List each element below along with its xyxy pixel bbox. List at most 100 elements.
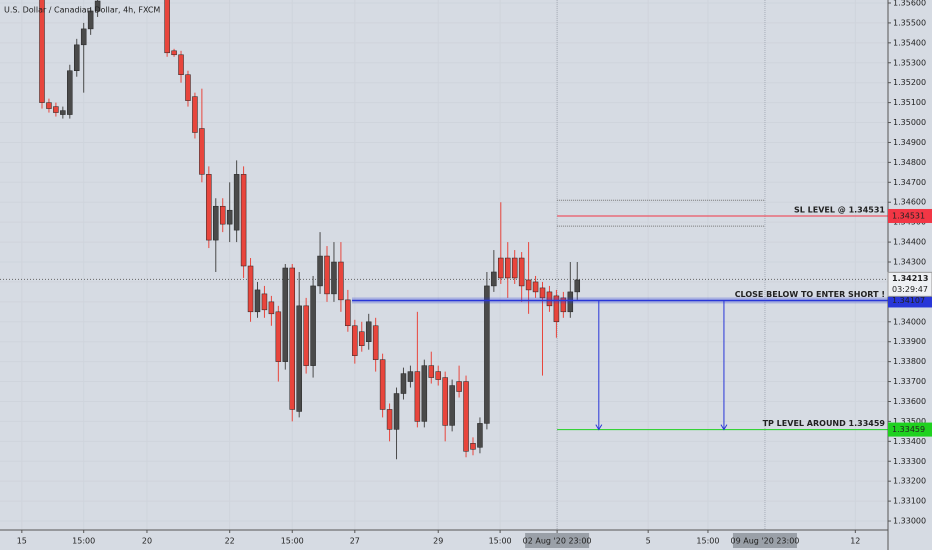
y-tick-label: 1.34300 <box>893 258 926 267</box>
x-tick-label: 15:00 <box>489 537 512 546</box>
candle-body <box>310 285 316 366</box>
candle-body <box>359 331 365 346</box>
x-tick-label: 12 <box>850 537 860 546</box>
y-tick-label: 1.34800 <box>893 158 926 167</box>
candle-body <box>532 281 539 293</box>
candle-body <box>498 257 504 279</box>
level-label: TP LEVEL AROUND 1.33459 <box>763 419 886 428</box>
candle-body <box>553 295 560 323</box>
candle-body <box>560 297 567 313</box>
candle-body <box>73 44 80 71</box>
candle-body <box>567 291 574 313</box>
candle-body <box>400 373 407 394</box>
x-tick-label: 29 <box>433 537 443 546</box>
candle-body <box>67 70 73 115</box>
candle-body <box>393 393 400 430</box>
candle-body <box>463 381 469 452</box>
candle-body <box>317 255 323 287</box>
candle-body <box>428 365 435 378</box>
price-label: 1.33459 <box>892 425 925 434</box>
candle-body <box>338 261 344 301</box>
candle-body <box>164 0 170 54</box>
x-tick-label: 15:00 <box>72 537 95 546</box>
y-tick-label: 1.35200 <box>893 78 926 87</box>
candle-body <box>525 279 532 291</box>
candle-body <box>199 128 205 175</box>
candle-body <box>546 291 553 307</box>
candle-body <box>539 287 546 299</box>
marker-label: 09 Aug '20 23:00 <box>731 537 800 546</box>
candle-body <box>435 371 441 380</box>
candle-body <box>386 409 393 430</box>
candle-body <box>94 0 101 12</box>
price-label-box <box>888 293 932 308</box>
y-tick-label: 1.33500 <box>893 417 926 426</box>
candle-body <box>226 209 233 225</box>
y-tick-label: 1.35400 <box>893 38 926 47</box>
chart-title: U.S. Dollar / Canadian Dollar, 4h, FXCM <box>4 6 160 15</box>
candle-body <box>247 265 254 313</box>
x-tick-label: 15:00 <box>696 537 719 546</box>
x-tick-label: 15 <box>17 537 27 546</box>
candle-body <box>80 28 87 46</box>
last-price-label: 1.34213 <box>892 274 928 283</box>
candle-body <box>484 285 490 424</box>
price-label-box <box>888 208 932 223</box>
marker-label-box <box>732 533 797 548</box>
candle-body <box>185 74 191 101</box>
candle-body <box>275 311 282 362</box>
y-tick-label: 1.35100 <box>893 98 926 107</box>
price-label-box <box>888 422 932 437</box>
candle-body <box>511 257 518 279</box>
candle-body <box>518 257 525 287</box>
y-tick-label: 1.33000 <box>893 517 926 526</box>
y-tick-label: 1.34000 <box>893 317 926 326</box>
y-tick-label: 1.35600 <box>893 0 926 7</box>
y-tick-label: 1.33200 <box>893 477 926 486</box>
candle-body <box>491 271 497 287</box>
candle-body <box>456 381 462 392</box>
y-tick-label: 1.33900 <box>893 337 926 346</box>
grid <box>0 0 888 530</box>
candle-body <box>303 305 309 366</box>
y-tick-label: 1.33100 <box>893 497 926 506</box>
candle-body <box>219 205 226 225</box>
y-tick-label: 1.33300 <box>893 457 926 466</box>
candle-body <box>254 289 261 313</box>
y-tick-label: 1.35500 <box>893 18 926 27</box>
y-tick-label: 1.33600 <box>893 397 926 406</box>
arrow-head <box>720 424 728 431</box>
candle-body <box>324 255 330 295</box>
candle-body <box>421 365 428 422</box>
y-tick-label: 1.35000 <box>893 118 926 127</box>
price-label: 1.34531 <box>892 211 925 220</box>
x-tick-label: 27 <box>350 537 360 546</box>
candle-body <box>178 54 184 75</box>
candle-body <box>46 102 52 109</box>
plot: SL LEVEL @ 1.34531 CLOSE BELOW TO ENTER S… <box>0 0 888 530</box>
y-tick-label: 1.34600 <box>893 198 926 207</box>
candle-body <box>345 299 351 327</box>
candle-body <box>53 106 59 113</box>
candle-body <box>233 174 240 231</box>
candle-body <box>331 261 337 295</box>
y-tick-label: 1.34700 <box>893 178 926 187</box>
candle-body <box>477 423 483 448</box>
price-label: 1.34107 <box>892 296 925 305</box>
candle-body <box>206 174 212 241</box>
candle-body <box>87 10 94 30</box>
candle-body <box>352 325 358 356</box>
marker-label-box <box>525 533 590 548</box>
candle-body <box>296 305 302 412</box>
candle-body <box>289 267 295 410</box>
y-tick-label: 1.35300 <box>893 58 926 67</box>
marker-label: 02 Aug '20 23:00 <box>523 537 592 546</box>
candle-body <box>365 321 372 342</box>
candle-body <box>504 257 511 279</box>
candle-body <box>261 293 268 311</box>
x-tick-label: 22 <box>225 537 235 546</box>
candle-body <box>213 205 219 241</box>
candle-body <box>171 50 177 56</box>
